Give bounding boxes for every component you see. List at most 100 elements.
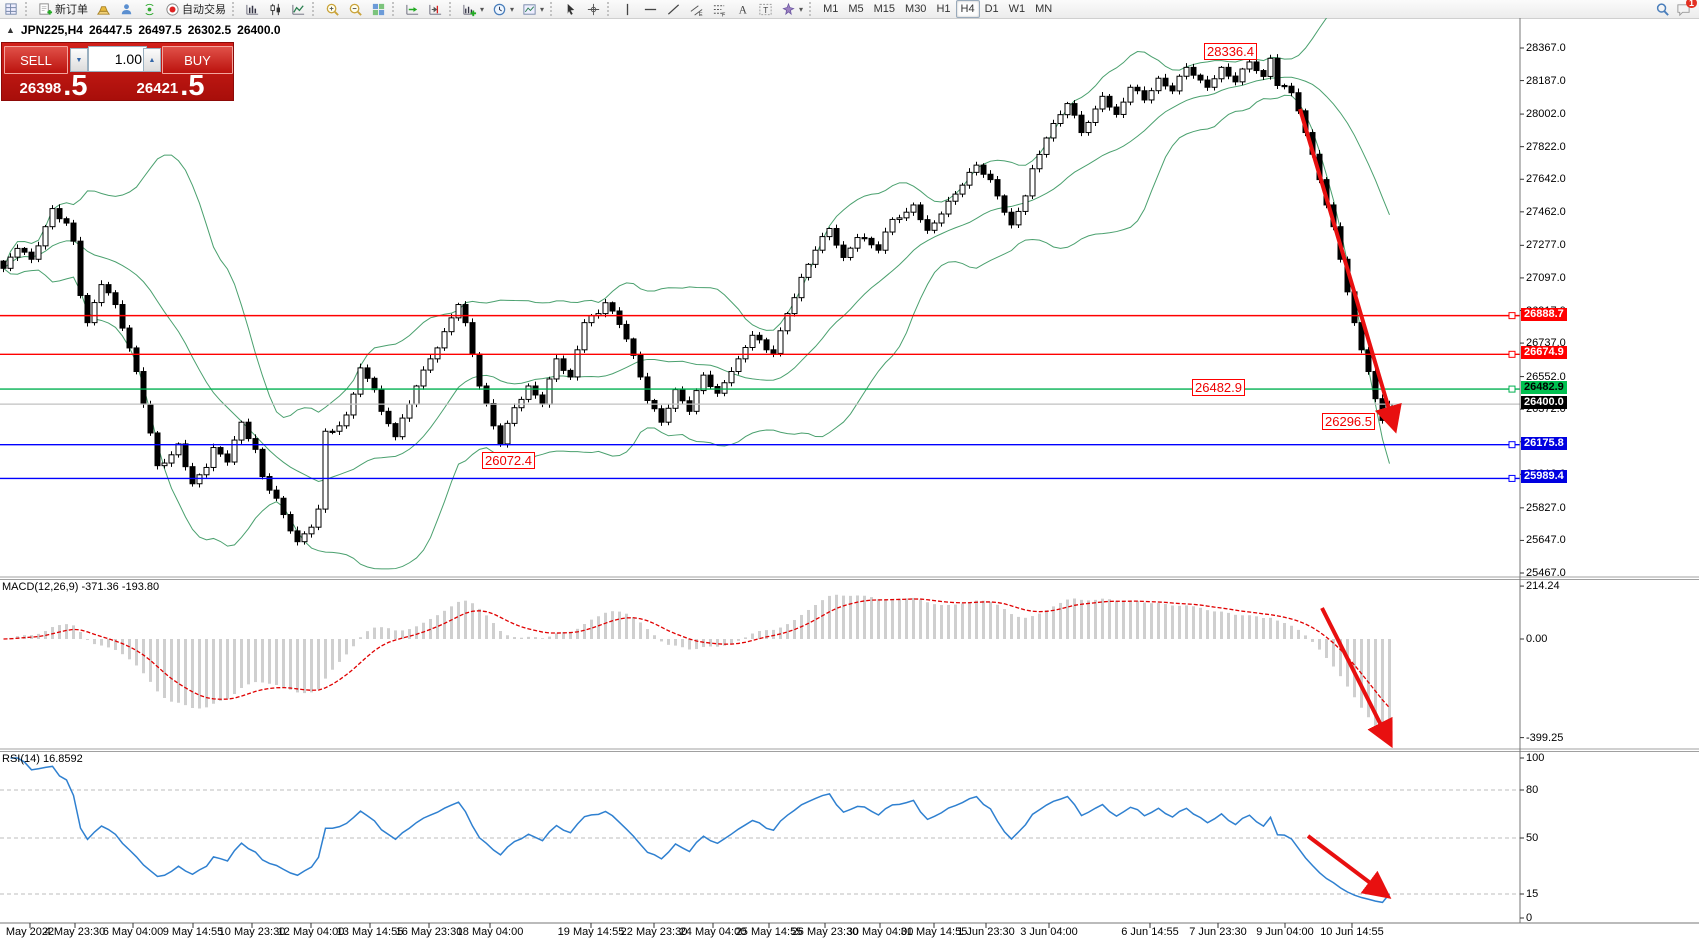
time-label[interactable]: 18 May 04:00 (456, 926, 524, 938)
search-icon[interactable] (1655, 2, 1670, 17)
time-label[interactable]: May 2022 (5, 926, 55, 938)
time-label[interactable]: 3 Jun 04:00 (1020, 926, 1078, 938)
time-label[interactable]: 19 May 14:55 (557, 926, 625, 938)
time-label[interactable]: 13 May 14:55 (336, 926, 404, 938)
volume-input[interactable]: 1.00 (88, 46, 147, 72)
time-label[interactable]: 1 Jun 23:30 (957, 926, 1015, 938)
zoom-in-icon[interactable] (321, 0, 344, 18)
time-label[interactable]: 6 Jun 14:55 (1121, 926, 1179, 938)
trendline-icon[interactable] (662, 0, 685, 18)
signals-icon[interactable] (138, 0, 161, 18)
price-line-label-26674.9[interactable]: 26674.9 (1521, 346, 1567, 360)
timeframe-button-W1[interactable]: W1 (1008, 3, 1026, 15)
equidistant-channel-icon[interactable]: E (685, 0, 708, 18)
time-label[interactable]: 24 May 04:00 (679, 926, 747, 938)
svg-text:A: A (739, 4, 748, 16)
red-down-arrow-3[interactable] (1306, 834, 1392, 899)
price-tick-27277.0: 27277.0 (1526, 239, 1566, 252)
tile-windows-icon-glyph (371, 2, 386, 17)
tile-windows-icon[interactable] (367, 0, 390, 18)
macd-pane[interactable] (3, 594, 1391, 739)
horizontal-line-icon[interactable] (639, 0, 662, 18)
toolbar-right-group: 1 (1655, 0, 1699, 17)
sell-button[interactable]: SELL (4, 46, 68, 74)
price-line-label-26482.9[interactable]: 26482.9 (1521, 381, 1567, 395)
time-label[interactable]: 7 Jun 23:30 (1189, 926, 1247, 938)
time-label[interactable]: 26 May 23:30 (791, 926, 859, 938)
time-label[interactable]: 12 May 04:00 (277, 926, 345, 938)
time-label[interactable]: 22 May 23:30 (620, 926, 688, 938)
profile-icon[interactable] (115, 0, 138, 18)
toolbar-separator (392, 2, 399, 16)
vertical-line-icon[interactable] (616, 0, 639, 18)
timeframe-button-M15[interactable]: M15 (873, 3, 896, 15)
auto-trading-button[interactable]: 自动交易 (161, 0, 230, 18)
candles (0, 54, 1393, 546)
annotation-26072.4[interactable]: 26072.4 (482, 452, 535, 469)
buy-price[interactable]: 26421 .5 (108, 72, 233, 101)
price-line-label-26175.8[interactable]: 26175.8 (1521, 436, 1567, 450)
timeframe-button-M30[interactable]: M30 (905, 3, 927, 15)
time-label[interactable]: 4 May 23:30 (44, 926, 106, 938)
timeframe-button-M1[interactable]: M1 (823, 3, 839, 15)
red-down-arrow-2[interactable] (1320, 607, 1393, 749)
new-chart-dropdown-arrow-icon[interactable]: ▾ (480, 4, 485, 14)
fibonacci-icon[interactable]: F (708, 0, 731, 18)
time-label[interactable]: 25 May 14:55 (735, 926, 803, 938)
price-tick-27642.0: 27642.0 (1526, 173, 1566, 186)
price-line-label-26888.7[interactable]: 26888.7 (1521, 307, 1567, 321)
template-dropdown[interactable]: ▾ (518, 0, 548, 18)
volume-decrease-button[interactable]: ▼ (70, 48, 88, 72)
cursor-icon[interactable] (559, 0, 582, 18)
shapes-dropdown[interactable]: ▾ (777, 0, 807, 18)
timeframe-button-H1[interactable]: H1 (936, 3, 951, 15)
time-label[interactable]: 10 Jun 14:55 (1320, 926, 1384, 938)
annotation-26296.5[interactable]: 26296.5 (1322, 413, 1375, 430)
buy-button[interactable]: BUY (162, 46, 233, 74)
line-chart-icon[interactable] (287, 0, 310, 18)
time-label[interactable]: 10 May 23:30 (218, 926, 286, 938)
shapes-dropdown-arrow-icon[interactable]: ▾ (799, 4, 804, 14)
rsi-pane[interactable] (0, 757, 1520, 904)
volume-increase-button[interactable]: ▲ (143, 48, 161, 72)
time-label[interactable]: 30 May 04:00 (846, 926, 914, 938)
charts-grid-icon[interactable] (0, 0, 23, 18)
timeframe-button-M5[interactable]: M5 (848, 3, 864, 15)
time-label[interactable]: 31 May 14:55 (900, 926, 968, 938)
timeframe-button-H4[interactable]: H4 (955, 0, 980, 18)
auto-scroll-icon[interactable] (401, 0, 424, 18)
bollinger-lower-band[interactable] (3, 94, 1390, 570)
market-watch-icon[interactable] (92, 0, 115, 18)
time-label[interactable]: 9 May 14:55 (162, 926, 224, 938)
new-order-button[interactable]: 新订单 (34, 0, 92, 18)
period-dropdown-arrow-icon[interactable]: ▾ (510, 4, 515, 14)
bollinger-upper-band[interactable] (3, 0, 1390, 419)
macd-signal-line (3, 598, 1390, 709)
annotation-28336.4[interactable]: 28336.4 (1204, 43, 1257, 60)
zoom-out-icon[interactable] (344, 0, 367, 18)
bollinger-middle-band[interactable] (3, 76, 1390, 482)
timeframe-button-MN[interactable]: MN (1035, 3, 1053, 15)
time-label[interactable]: 6 May 04:00 (102, 926, 164, 938)
chart-shift-icon[interactable] (424, 0, 447, 18)
bar-chart-icon[interactable] (241, 0, 264, 18)
sell-price[interactable]: 26398 .5 (2, 72, 105, 101)
crosshair-icon[interactable] (582, 0, 605, 18)
period-dropdown-glyph (492, 2, 507, 17)
period-dropdown[interactable]: ▾ (488, 0, 518, 18)
text-icon[interactable]: A (731, 0, 754, 18)
time-label[interactable]: 16 May 23:30 (395, 926, 463, 938)
bar-chart-icon-glyph (245, 2, 260, 17)
new-chart-dropdown[interactable]: ▾ (458, 0, 488, 18)
candle-chart-icon[interactable] (264, 0, 287, 18)
notifications-icon[interactable]: 1 (1676, 0, 1697, 17)
price-line-label-25989.4[interactable]: 25989.4 (1521, 470, 1567, 484)
annotation-26482.9[interactable]: 26482.9 (1192, 379, 1245, 396)
timeframe-button-D1[interactable]: D1 (984, 3, 999, 15)
template-dropdown-arrow-icon[interactable]: ▾ (540, 4, 545, 14)
time-label[interactable]: 9 Jun 04:00 (1256, 926, 1314, 938)
label-icon[interactable]: T (754, 0, 777, 18)
red-down-arrow-1[interactable] (1298, 108, 1402, 434)
